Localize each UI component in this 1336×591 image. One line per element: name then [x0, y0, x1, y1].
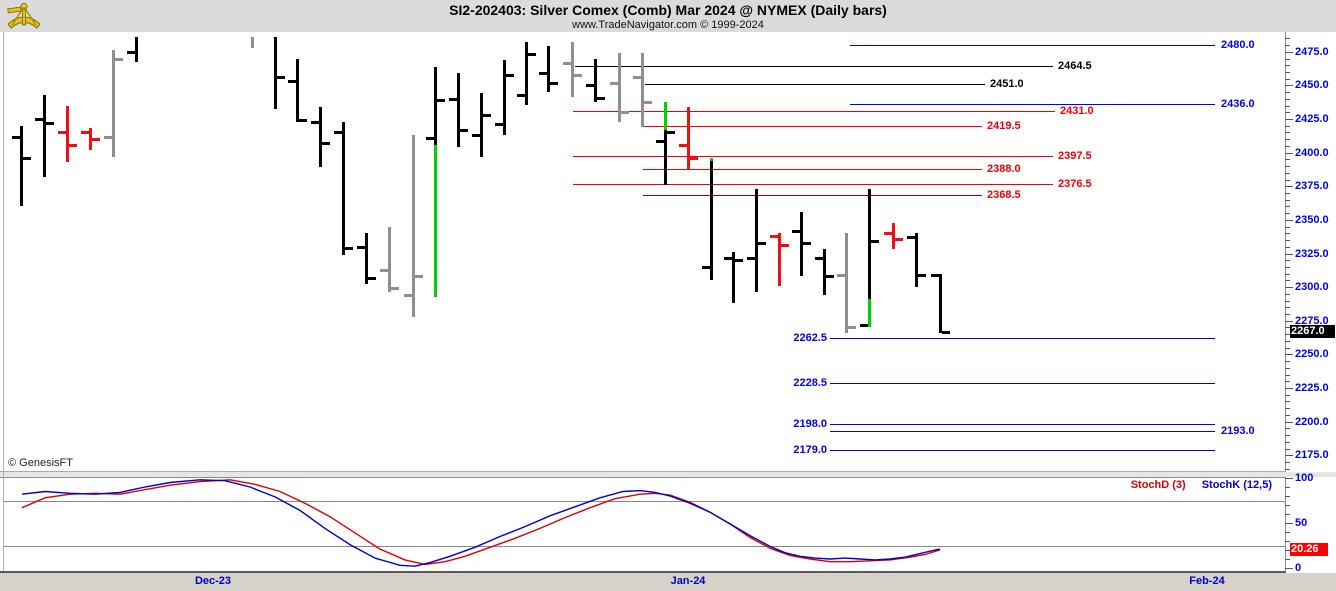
last-stoch-value-box: 20.26 [1290, 543, 1328, 556]
stochd-legend-label[interactable]: StochD (3) [1130, 479, 1186, 491]
last-price-box: 2267.0 [1290, 325, 1335, 338]
indicator-legend: StochD (3) StochK (12,5) [1131, 479, 1272, 491]
stochastic-panel[interactable] [0, 478, 1336, 571]
date-label-feb24: Feb-24 [1189, 575, 1225, 587]
date-axis: Dec-23 Jan-24 Feb-24 [0, 573, 1336, 591]
date-label-jan24: Jan-24 [670, 575, 706, 587]
title-band: SI2-202403: Silver Comex (Comb) Mar 2024… [0, 0, 1336, 32]
stoch-panel-bottom-border [0, 571, 1286, 573]
panel-divider-gap [0, 472, 1336, 477]
genesisft-copyright: © GenesisFT [8, 457, 73, 469]
date-label-dec23: Dec-23 [194, 575, 232, 587]
genesisft-sextant-logo [7, 3, 41, 29]
chart-title: SI2-202403: Silver Comex (Comb) Mar 2024… [449, 2, 887, 18]
price-chart-panel[interactable] [0, 32, 1336, 471]
chart-copyright-subtitle: www.TradeNavigator.com © 1999-2024 [572, 19, 764, 31]
panel-divider-top [0, 471, 1286, 472]
stochk-legend-label[interactable]: StochK (12,5) [1201, 479, 1272, 491]
stoch-panel-top-border [0, 477, 1286, 478]
